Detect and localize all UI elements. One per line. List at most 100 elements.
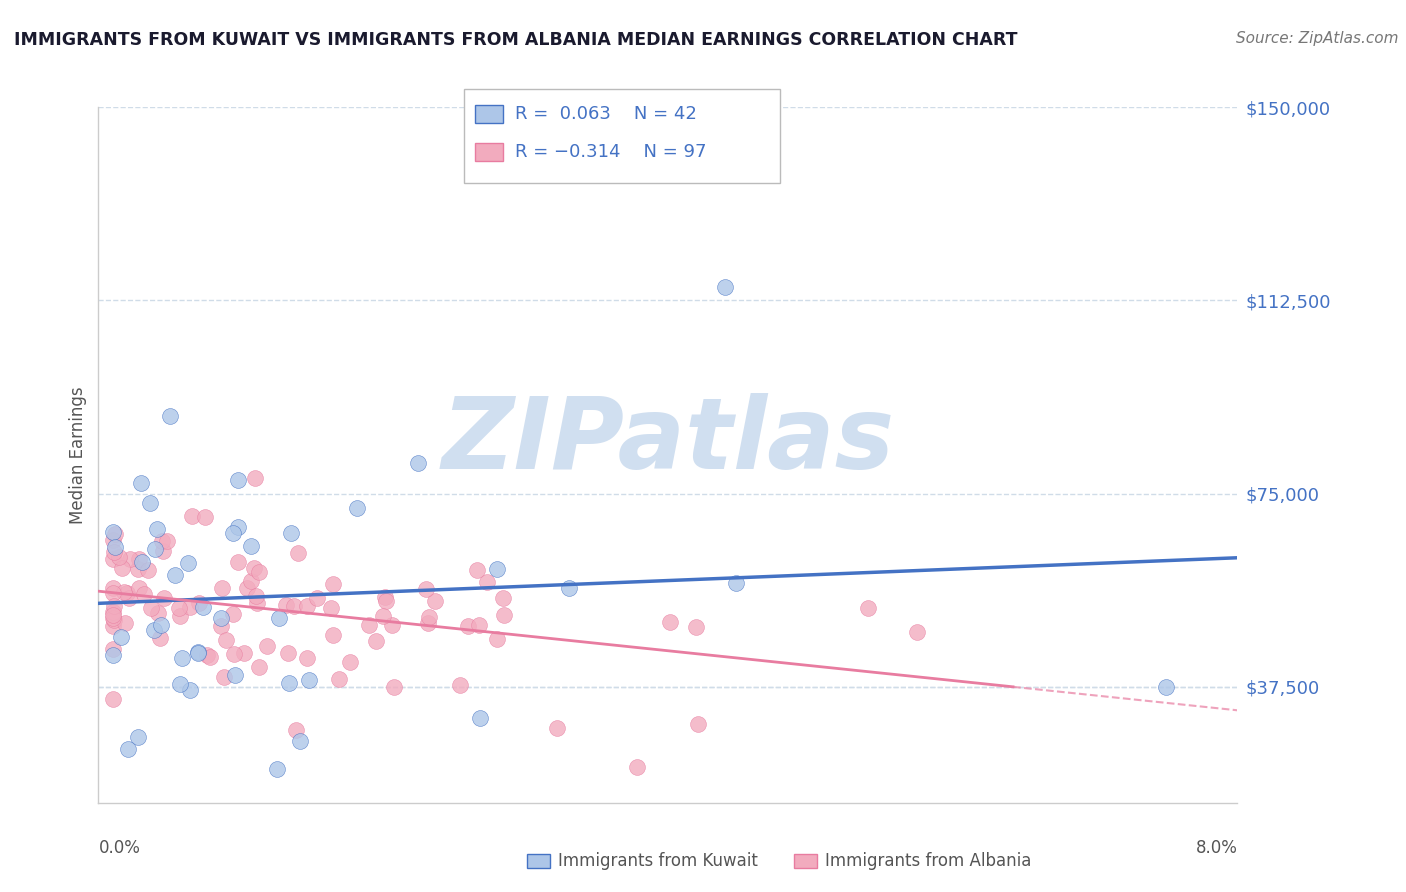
Point — [138, 496, 160, 510]
Point — [156, 534, 179, 549]
Point — [280, 526, 302, 541]
Point — [328, 672, 350, 686]
Point — [167, 600, 190, 615]
Point — [226, 520, 249, 534]
Point — [243, 471, 266, 485]
Point — [149, 617, 172, 632]
Text: R =  0.063    N = 42: R = 0.063 N = 42 — [515, 105, 696, 123]
Point — [381, 618, 404, 632]
Point — [143, 623, 166, 637]
Point — [364, 633, 387, 648]
Text: Source: ZipAtlas.com: Source: ZipAtlas.com — [1236, 31, 1399, 46]
Point — [382, 680, 405, 694]
Text: Immigrants from Albania: Immigrants from Albania — [825, 852, 1032, 870]
Point — [485, 562, 508, 576]
Point — [406, 456, 429, 470]
Point — [134, 586, 156, 600]
Point — [165, 568, 187, 582]
Point — [180, 509, 202, 524]
Point — [416, 615, 439, 630]
Point — [104, 540, 127, 554]
Point — [686, 716, 709, 731]
Point — [101, 586, 124, 600]
Point — [146, 607, 169, 621]
Point — [108, 549, 131, 564]
Point — [169, 608, 191, 623]
Point — [114, 615, 136, 630]
Point — [179, 683, 201, 698]
Point — [101, 642, 124, 657]
Point — [374, 590, 396, 604]
Point — [221, 607, 243, 621]
Point — [371, 608, 394, 623]
Point — [240, 539, 263, 553]
Point — [145, 542, 167, 557]
Point — [226, 474, 249, 488]
Point — [101, 552, 124, 566]
Text: 0.0%: 0.0% — [98, 838, 141, 857]
Point — [212, 670, 235, 684]
Point — [103, 527, 125, 541]
Point — [146, 522, 169, 536]
Point — [247, 565, 270, 579]
Point — [172, 651, 194, 665]
Point — [110, 630, 132, 644]
Point — [856, 600, 879, 615]
Point — [339, 655, 361, 669]
Point — [136, 563, 159, 577]
Point — [187, 645, 209, 659]
Point — [724, 575, 747, 590]
Point — [101, 619, 124, 633]
Point — [129, 475, 152, 490]
Point — [159, 409, 181, 424]
Text: Immigrants from Kuwait: Immigrants from Kuwait — [558, 852, 758, 870]
Point — [492, 608, 515, 623]
Point — [222, 525, 245, 540]
Point — [131, 555, 153, 569]
Point — [242, 561, 264, 575]
Point — [1154, 680, 1177, 694]
Point — [103, 545, 125, 559]
Point — [103, 613, 125, 627]
Point — [127, 562, 149, 576]
Point — [418, 610, 440, 624]
Point — [357, 618, 380, 632]
Point — [240, 574, 263, 588]
Point — [375, 594, 398, 608]
Point — [298, 673, 321, 687]
Point — [246, 596, 269, 610]
Point — [287, 546, 309, 560]
Point — [714, 280, 737, 294]
Point — [485, 632, 508, 646]
Point — [169, 676, 191, 690]
Point — [290, 733, 312, 747]
Point — [101, 581, 124, 595]
Point — [120, 551, 142, 566]
Point — [415, 582, 437, 597]
Point — [658, 615, 681, 630]
Point — [101, 607, 124, 622]
Point — [468, 711, 491, 725]
Point — [139, 601, 162, 615]
Point — [247, 660, 270, 674]
Point — [176, 556, 198, 570]
Point — [626, 760, 648, 774]
Point — [200, 650, 222, 665]
Point — [191, 599, 214, 614]
Point — [266, 762, 288, 776]
Point — [228, 555, 250, 569]
Point — [685, 620, 707, 634]
Point — [103, 599, 125, 613]
Point — [179, 600, 201, 615]
Point — [475, 575, 498, 590]
Point — [112, 585, 135, 599]
Point — [269, 611, 291, 625]
Point — [215, 633, 238, 648]
Point — [305, 591, 328, 606]
Point — [187, 596, 209, 610]
Point — [111, 560, 134, 574]
Point — [101, 648, 124, 662]
Point — [152, 534, 174, 549]
Point — [558, 581, 581, 595]
Point — [278, 676, 301, 690]
